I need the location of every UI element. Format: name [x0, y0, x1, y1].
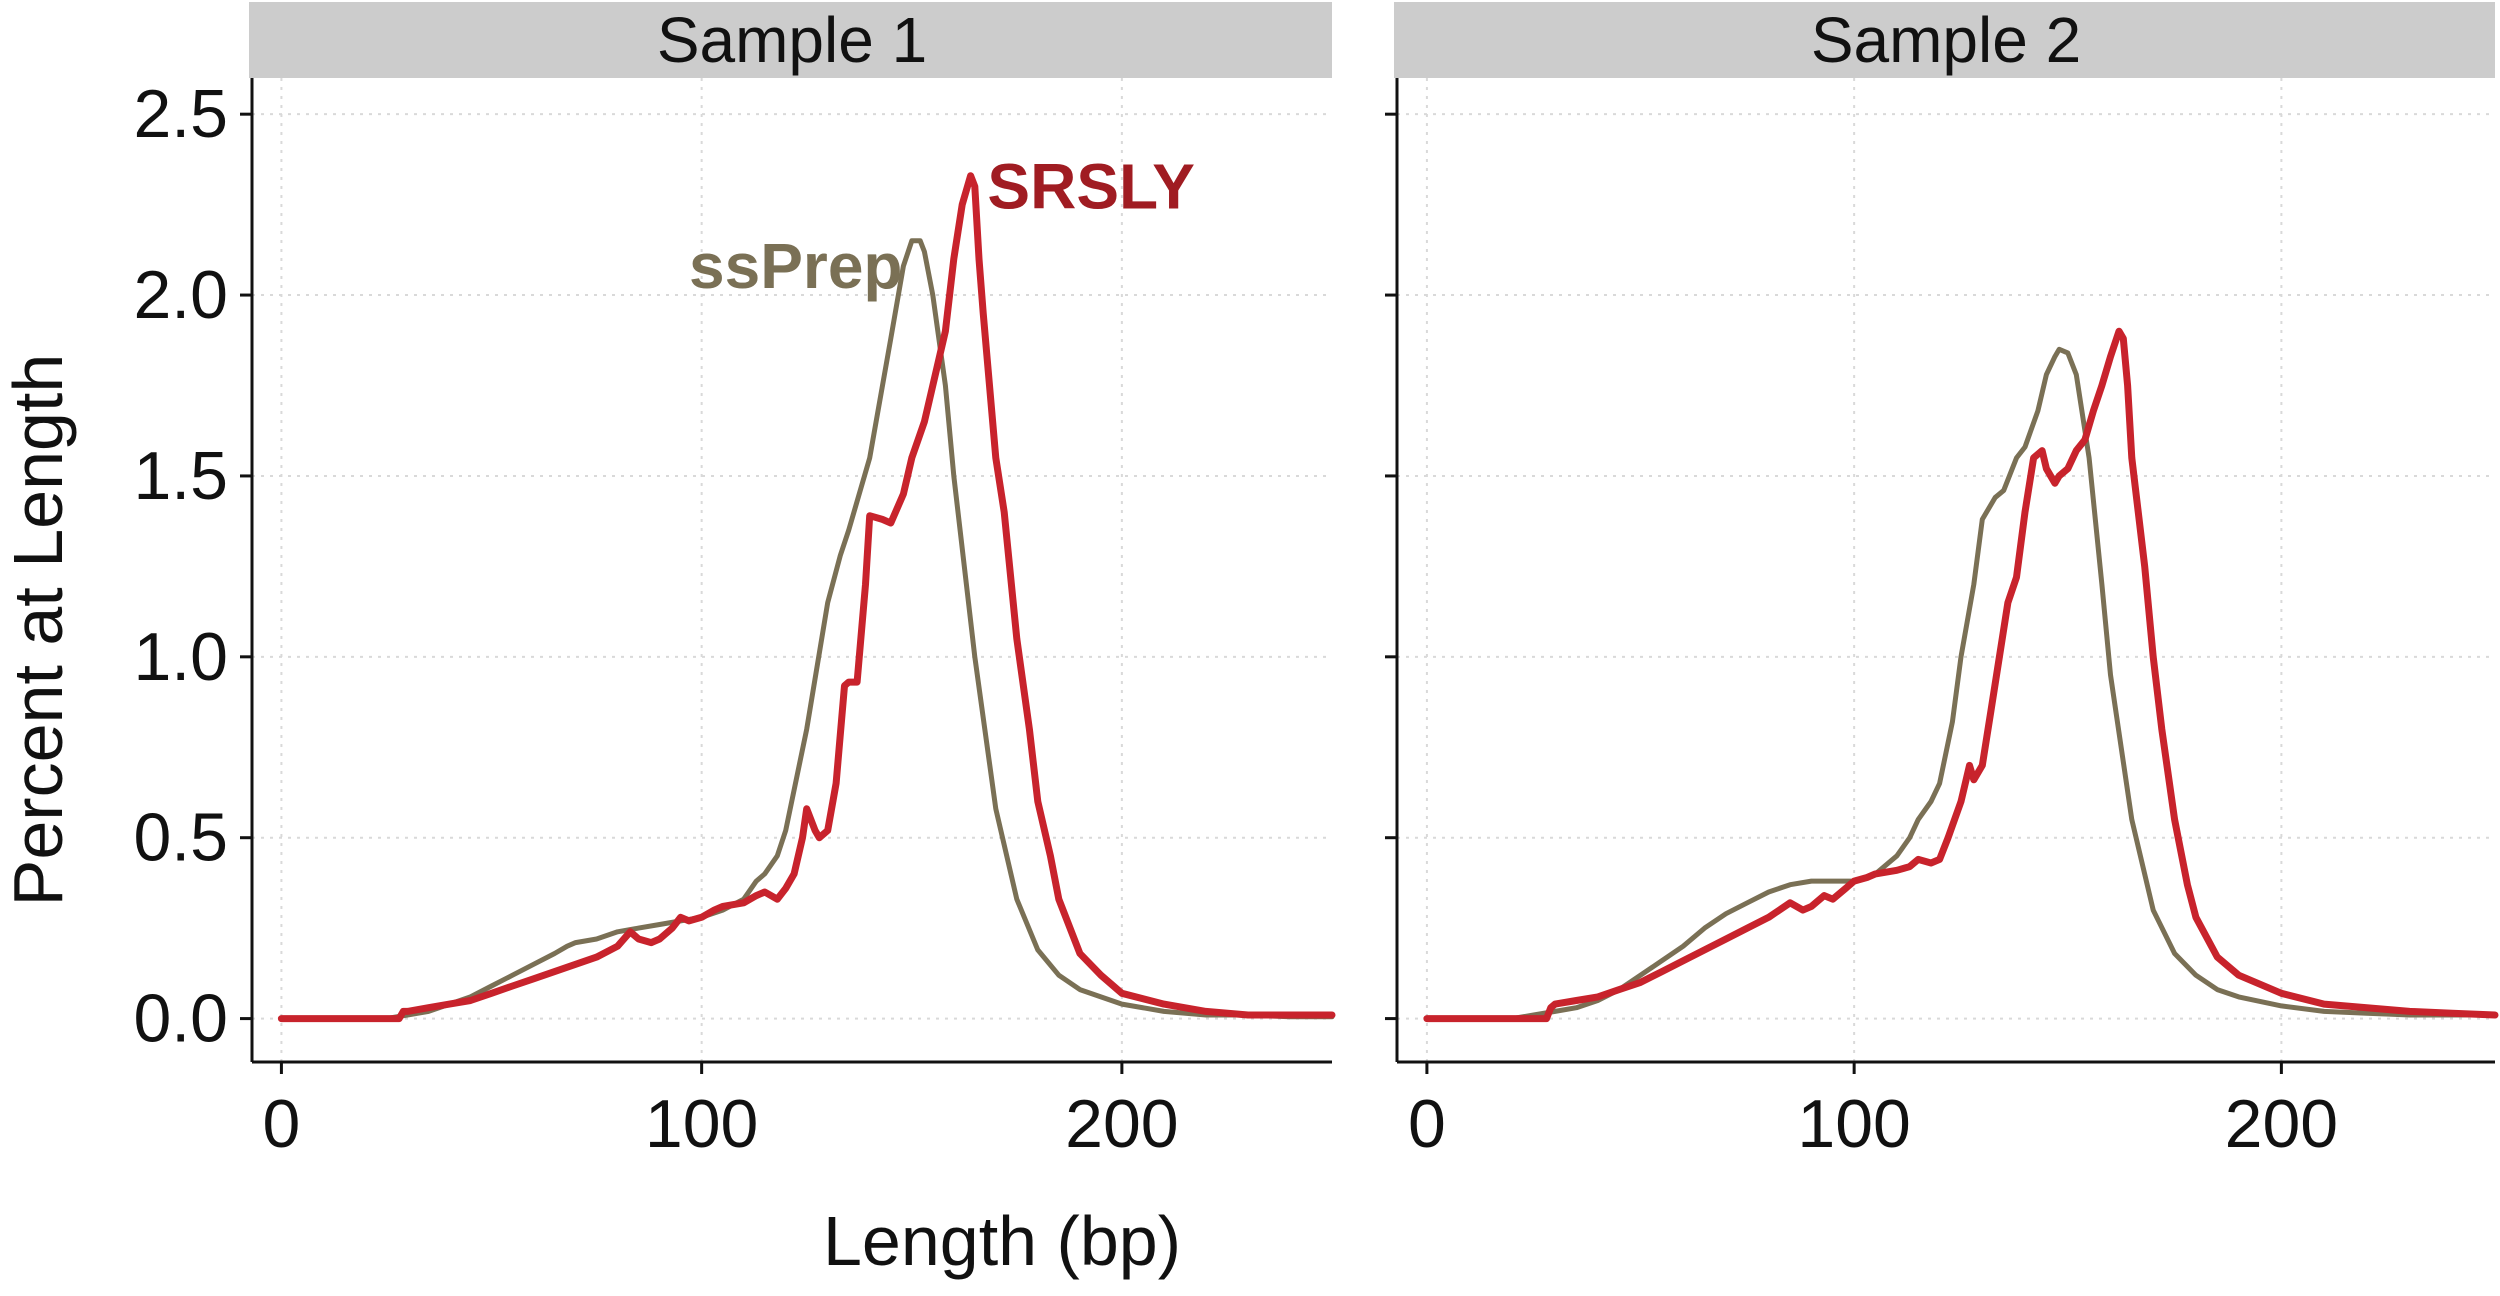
x-tick-label: 100: [645, 1086, 758, 1162]
y-tick-label: 2.5: [133, 76, 228, 152]
x-tick-label: 100: [1797, 1086, 1910, 1162]
x-axis-title: Length (bp): [823, 1202, 1181, 1280]
series-label-srsly: SRSLY: [987, 151, 1195, 223]
panel-strip: [249, 2, 1332, 78]
series-line-srsly: [277, 172, 1336, 1023]
y-tick-label: 0.5: [133, 800, 228, 876]
series-line-srsly: [1423, 327, 2499, 1023]
y-tick-label: 0.0: [133, 981, 228, 1057]
y-tick-label: 2.0: [133, 257, 228, 333]
series-label-ssprep: ssPrep: [689, 230, 902, 302]
x-tick-label: 0: [263, 1086, 301, 1162]
panel-1: Sample 1 0.0 0.5 1.0 1.5 2.0 2.5 0 100 200 SRSLY ss…: [133, 2, 1336, 1162]
y-tick-label: 1.5: [133, 438, 228, 514]
panel-2: Sample 2 0 100 200: [1385, 2, 2499, 1162]
series-line-ssprep: [1424, 346, 2498, 1022]
y-tick-label: 1.0: [133, 619, 228, 695]
panel-title: Sample 2: [1811, 4, 2081, 76]
x-tick-label: 200: [1065, 1086, 1178, 1162]
panel-title: Sample 1: [657, 4, 927, 76]
x-tick-label: 200: [2225, 1086, 2338, 1162]
x-tick-label: 0: [1408, 1086, 1446, 1162]
y-axis-title: Percent at Length: [0, 354, 77, 907]
panel-strip: [1394, 2, 2495, 78]
series-line-ssprep: [278, 238, 1335, 1022]
panels-layer: Sample 1 0.0 0.5 1.0 1.5 2.0 2.5 0 100 200 SRSLY ss…: [133, 2, 2499, 1162]
